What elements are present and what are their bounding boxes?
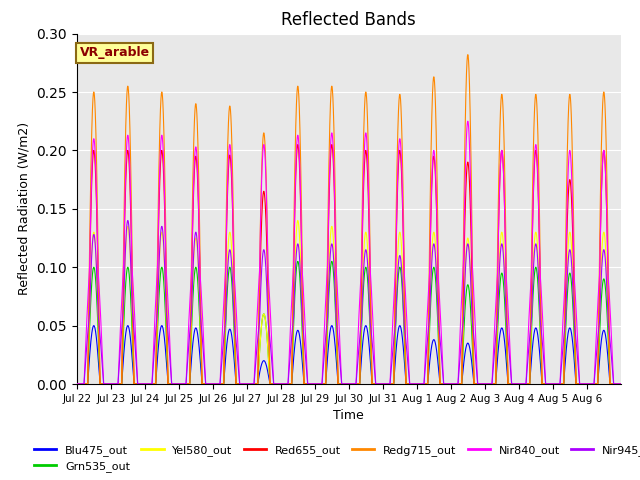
X-axis label: Time: Time: [333, 409, 364, 422]
Y-axis label: Reflected Radiation (W/m2): Reflected Radiation (W/m2): [18, 122, 31, 295]
Text: VR_arable: VR_arable: [79, 47, 150, 60]
Title: Reflected Bands: Reflected Bands: [282, 11, 416, 29]
Legend: Blu475_out, Grn535_out, Yel580_out, Red655_out, Redg715_out, Nir840_out, Nir945_: Blu475_out, Grn535_out, Yel580_out, Red6…: [29, 440, 640, 477]
